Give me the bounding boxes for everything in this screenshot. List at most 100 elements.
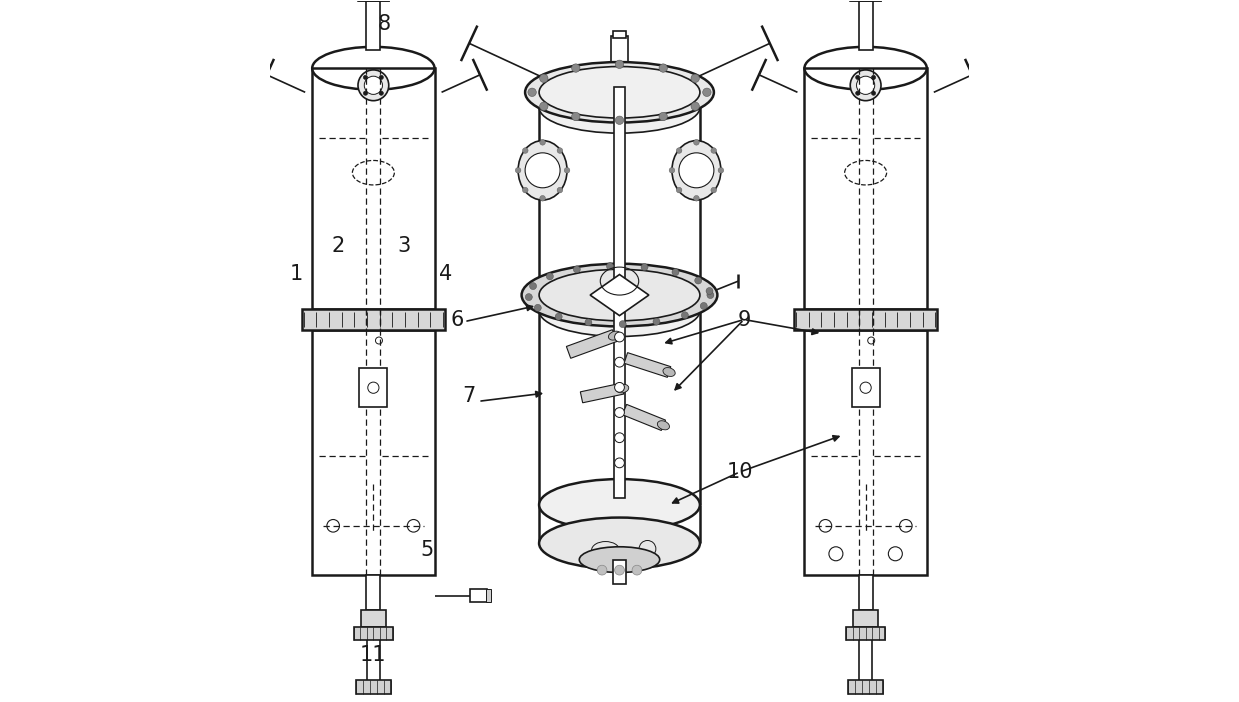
Ellipse shape — [539, 517, 700, 569]
Text: 11: 11 — [361, 645, 387, 665]
Bar — [312, 330, 435, 575]
Circle shape — [694, 195, 699, 201]
Circle shape — [615, 408, 624, 418]
Circle shape — [615, 458, 624, 468]
Circle shape — [856, 75, 860, 79]
Circle shape — [691, 74, 699, 83]
Ellipse shape — [804, 47, 927, 90]
Circle shape — [540, 74, 548, 83]
Circle shape — [523, 147, 528, 153]
Circle shape — [707, 291, 714, 298]
Ellipse shape — [608, 331, 621, 340]
Bar — [358, 0, 389, 1]
Text: 10: 10 — [726, 462, 753, 482]
Circle shape — [616, 60, 623, 69]
Ellipse shape — [580, 547, 659, 573]
Circle shape — [529, 283, 536, 289]
Circle shape — [711, 187, 716, 193]
Text: 2: 2 — [331, 236, 344, 256]
Circle shape — [379, 91, 383, 95]
Bar — [356, 680, 390, 694]
Circle shape — [691, 102, 699, 110]
Circle shape — [525, 153, 560, 188]
Circle shape — [525, 293, 533, 300]
Bar — [624, 352, 670, 378]
Bar — [804, 330, 927, 575]
Circle shape — [540, 195, 545, 201]
Bar — [312, 68, 435, 309]
Text: 4: 4 — [440, 264, 452, 284]
Ellipse shape — [539, 270, 700, 321]
Bar — [794, 309, 937, 330]
Circle shape — [672, 269, 679, 276]
Circle shape — [681, 312, 689, 319]
Circle shape — [564, 168, 570, 173]
Circle shape — [597, 565, 607, 575]
Bar — [849, 680, 883, 694]
Circle shape — [719, 168, 724, 173]
Circle shape — [364, 77, 383, 94]
Circle shape — [534, 305, 541, 311]
Bar — [859, 1, 872, 51]
Ellipse shape — [539, 479, 700, 531]
Circle shape — [379, 75, 383, 79]
Circle shape — [659, 64, 668, 72]
Bar — [470, 590, 487, 602]
Circle shape — [856, 91, 860, 95]
Circle shape — [620, 321, 626, 328]
Circle shape — [540, 140, 545, 145]
Text: 3: 3 — [398, 236, 411, 256]
Circle shape — [363, 91, 368, 95]
Bar — [580, 383, 623, 403]
Bar — [851, 369, 880, 407]
Bar — [486, 590, 491, 602]
Bar — [302, 309, 445, 330]
Circle shape — [641, 264, 648, 270]
Ellipse shape — [663, 368, 675, 376]
Circle shape — [558, 147, 563, 153]
Bar — [367, 1, 380, 51]
Bar — [354, 627, 393, 640]
Circle shape — [615, 383, 624, 392]
Text: 5: 5 — [420, 541, 434, 560]
Circle shape — [850, 70, 881, 100]
Circle shape — [706, 288, 712, 295]
Ellipse shape — [518, 140, 567, 200]
Circle shape — [528, 88, 536, 96]
Bar — [846, 627, 885, 640]
Bar — [611, 37, 628, 75]
Circle shape — [615, 433, 624, 442]
Circle shape — [615, 332, 624, 342]
Circle shape — [540, 102, 548, 110]
Text: 1: 1 — [290, 264, 304, 284]
Circle shape — [711, 147, 716, 153]
Bar — [852, 610, 878, 627]
Bar — [859, 575, 872, 610]
Circle shape — [546, 273, 554, 280]
Circle shape — [695, 277, 701, 284]
Bar — [359, 369, 388, 407]
Ellipse shape — [539, 285, 700, 336]
Ellipse shape — [658, 420, 669, 430]
Bar — [607, 75, 632, 87]
Circle shape — [871, 91, 876, 95]
Bar — [566, 330, 617, 358]
Circle shape — [615, 357, 624, 367]
Bar — [612, 559, 627, 584]
Bar — [361, 610, 387, 627]
Circle shape — [856, 77, 875, 94]
Circle shape — [676, 147, 681, 153]
Circle shape — [555, 313, 563, 320]
Bar — [622, 404, 665, 430]
Circle shape — [368, 382, 379, 393]
Ellipse shape — [525, 62, 714, 122]
Circle shape — [523, 187, 528, 193]
Circle shape — [585, 319, 592, 326]
Circle shape — [700, 303, 707, 310]
Text: 7: 7 — [462, 386, 476, 406]
Bar — [612, 31, 627, 38]
Bar — [804, 68, 927, 309]
Bar — [367, 575, 380, 610]
Circle shape — [615, 565, 624, 575]
Polygon shape — [590, 274, 649, 316]
